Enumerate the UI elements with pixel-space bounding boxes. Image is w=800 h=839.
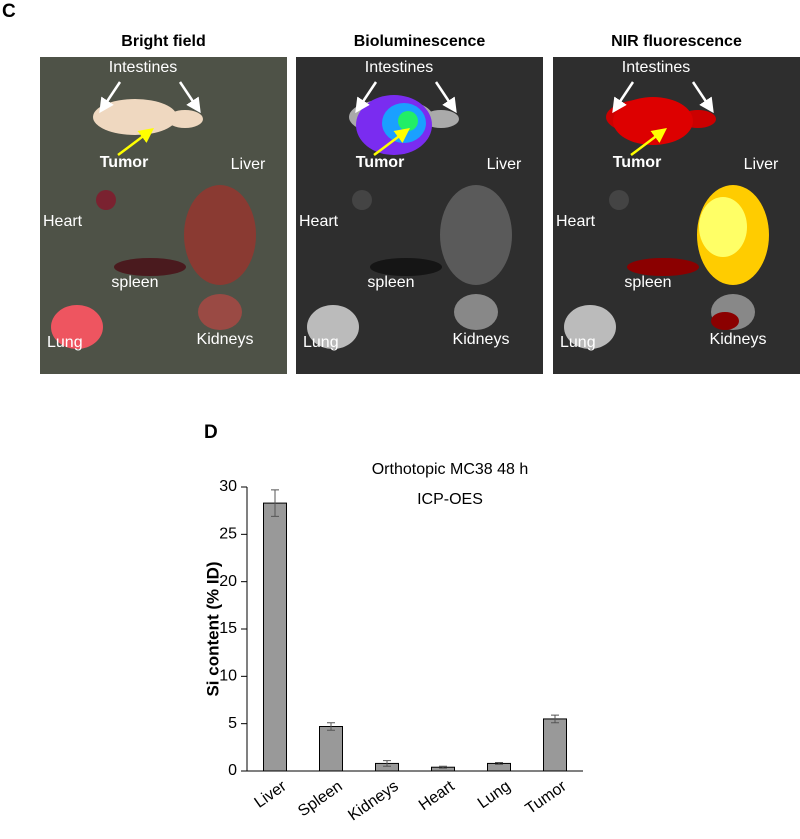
- organ-label: Liver: [744, 156, 779, 173]
- panel-title: NIR fluorescence: [611, 33, 742, 50]
- y-tick-label: 25: [219, 526, 237, 543]
- panel-label: D: [204, 422, 218, 443]
- panel-title: Bright field: [121, 33, 205, 50]
- panel-title: Bioluminescence: [354, 33, 486, 50]
- x-tick-label: Kidneys: [345, 778, 401, 825]
- organ-label: Intestines: [365, 59, 433, 76]
- error-bar: [327, 722, 335, 731]
- organ-label: Liver: [231, 156, 266, 173]
- panel-label: C: [2, 1, 16, 22]
- chart-title: ICP-OES: [417, 491, 483, 508]
- organ-label: Kidneys: [453, 331, 510, 348]
- organ-label: spleen: [367, 274, 414, 291]
- bar: [319, 726, 343, 772]
- y-tick-label: 0: [228, 762, 237, 779]
- spleen: [370, 258, 442, 276]
- organ-label: Lung: [303, 334, 339, 351]
- arrow: [373, 128, 410, 156]
- organ-image: Intestines Tumor Liver Heart spleen Lung Kidne…: [553, 57, 800, 374]
- y-tick-label: 15: [219, 620, 237, 637]
- organ-label: Heart: [556, 213, 596, 230]
- organ-label: Kidneys: [197, 331, 254, 348]
- organ-label: Intestines: [109, 59, 177, 76]
- signal: [699, 197, 747, 257]
- organ-label: Tumor: [613, 154, 662, 171]
- liver: [440, 185, 512, 285]
- x-tick-label: Tumor: [523, 777, 571, 817]
- liver: [184, 185, 256, 285]
- error-bar: [383, 760, 391, 767]
- organ-label: Tumor: [100, 154, 149, 171]
- spleen: [627, 258, 699, 276]
- y-tick-label: 5: [228, 715, 237, 732]
- error-bar: [495, 761, 503, 765]
- lung: [307, 305, 359, 349]
- intestines: [423, 110, 459, 128]
- lung: [564, 305, 616, 349]
- x-tick-label: Lung: [475, 778, 514, 812]
- arrow: [434, 81, 457, 114]
- organ-label: Heart: [299, 213, 339, 230]
- organ-image: Intestines Tumor Liver Heart spleen Lung Kidne…: [40, 57, 287, 374]
- organ-label: Heart: [43, 213, 83, 230]
- organ-label: Intestines: [622, 59, 690, 76]
- arrow: [355, 81, 378, 114]
- error-bar: [439, 765, 447, 769]
- y-tick-label: 20: [219, 573, 237, 590]
- bar: [263, 502, 287, 772]
- organ-label: Lung: [560, 334, 596, 351]
- organ-label: spleen: [624, 274, 671, 291]
- intestines: [167, 110, 203, 128]
- x-tick-label: Liver: [252, 777, 291, 811]
- kidneys: [198, 294, 242, 330]
- signal: [711, 312, 739, 330]
- y-axis-label: Si content (% ID): [203, 561, 222, 696]
- chart-title: Orthotopic MC38 48 h: [372, 461, 529, 478]
- spleen: [114, 258, 186, 276]
- heart: [96, 190, 116, 210]
- organ-label: Tumor: [356, 154, 405, 171]
- y-tick-label: 30: [219, 478, 237, 495]
- arrow: [691, 81, 714, 114]
- bar: [543, 718, 567, 772]
- x-tick-label: Spleen: [295, 778, 346, 821]
- x-tick-label: Heart: [416, 777, 458, 814]
- heart: [609, 190, 629, 210]
- error-bar: [271, 489, 279, 517]
- organ-label: Kidneys: [710, 331, 767, 348]
- intestines: [93, 99, 177, 135]
- organ-image: Intestines Tumor Liver Heart spleen Lung Kidne…: [296, 57, 543, 374]
- organ-label: spleen: [111, 274, 158, 291]
- y-tick-label: 10: [219, 668, 237, 685]
- arrow: [117, 128, 154, 156]
- signal: [398, 111, 418, 131]
- organ-label: Liver: [487, 156, 522, 173]
- arrow: [612, 81, 635, 114]
- error-bar: [551, 714, 559, 724]
- signal: [613, 97, 693, 145]
- arrow: [178, 81, 201, 114]
- lung: [51, 305, 103, 349]
- arrow: [630, 128, 667, 156]
- heart: [352, 190, 372, 210]
- arrow: [99, 81, 122, 114]
- organ-label: Lung: [47, 334, 83, 351]
- kidneys: [454, 294, 498, 330]
